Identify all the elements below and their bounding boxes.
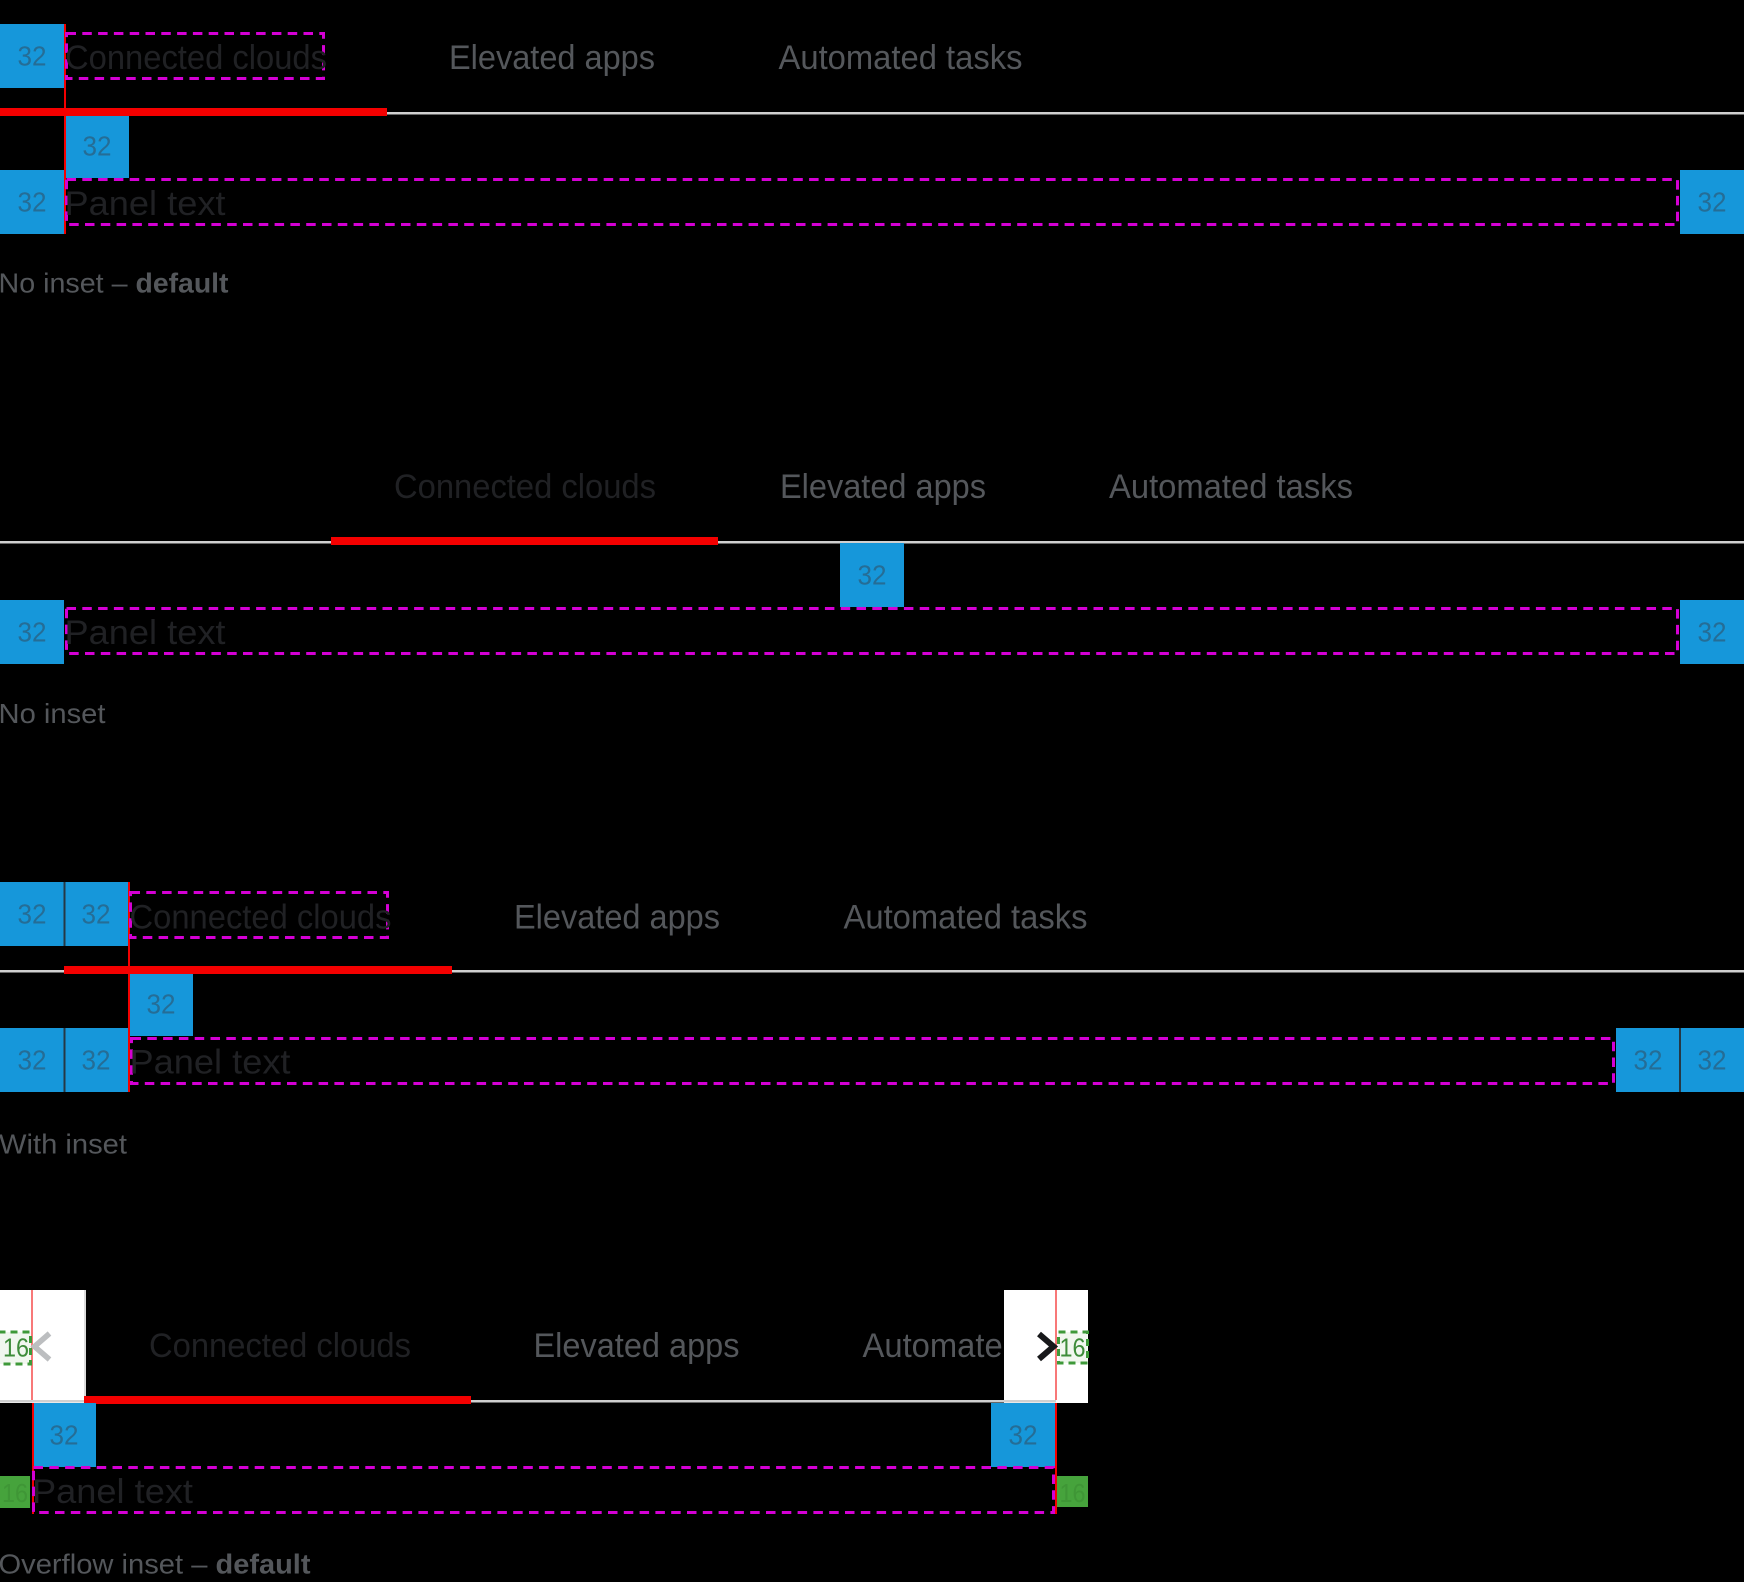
svg-text:Connected clouds: Connected clouds	[149, 1327, 411, 1365]
svg-text:32: 32	[18, 187, 47, 218]
svg-text:32: 32	[82, 899, 111, 930]
svg-text:32: 32	[18, 617, 47, 648]
svg-text:Panel text: Panel text	[130, 1044, 292, 1082]
svg-text:No inset: No inset	[0, 698, 106, 729]
svg-text:Elevated apps: Elevated apps	[514, 899, 720, 937]
svg-text:32: 32	[18, 899, 47, 930]
svg-text:32: 32	[82, 1045, 111, 1076]
svg-text:Connected clouds: Connected clouds	[394, 468, 656, 506]
svg-text:Automated tasks: Automated tasks	[844, 899, 1088, 937]
svg-text:With inset: With inset	[0, 1129, 127, 1160]
svg-text:32: 32	[18, 1045, 47, 1076]
svg-text:Connected clouds: Connected clouds	[65, 39, 327, 77]
svg-text:32: 32	[858, 560, 887, 591]
svg-text:16: 16	[3, 1333, 29, 1363]
svg-text:Automated tasks: Automated tasks	[779, 39, 1023, 77]
svg-text:Automated tasks: Automated tasks	[1109, 468, 1353, 506]
svg-text:Panel text: Panel text	[65, 185, 227, 223]
svg-text:Connected clouds: Connected clouds	[130, 899, 392, 937]
svg-text:16: 16	[1060, 1333, 1086, 1363]
svg-text:default: default	[136, 268, 229, 299]
svg-text:32: 32	[50, 1420, 79, 1451]
svg-text:Elevated apps: Elevated apps	[780, 468, 986, 506]
svg-text:32: 32	[1634, 1045, 1663, 1076]
svg-text:32: 32	[18, 41, 47, 72]
svg-text:Elevated apps: Elevated apps	[534, 1327, 740, 1365]
svg-text:32: 32	[1698, 187, 1727, 218]
svg-text:Panel text: Panel text	[32, 1473, 194, 1511]
svg-text:default: default	[216, 1549, 311, 1580]
svg-text:16: 16	[1060, 1478, 1086, 1508]
svg-text:Elevated apps: Elevated apps	[449, 39, 655, 77]
svg-text:Automated tasks: Automated tasks	[863, 1327, 1107, 1365]
svg-text:32: 32	[147, 989, 176, 1020]
svg-text:32: 32	[1698, 617, 1727, 648]
svg-text:Overflow inset –: Overflow inset –	[0, 1549, 216, 1580]
svg-text:No inset –: No inset –	[0, 268, 136, 299]
svg-text:Panel text: Panel text	[65, 614, 227, 652]
svg-text:32: 32	[1009, 1420, 1038, 1451]
svg-text:32: 32	[1698, 1045, 1727, 1076]
svg-text:16: 16	[2, 1478, 28, 1508]
svg-text:32: 32	[83, 131, 112, 162]
